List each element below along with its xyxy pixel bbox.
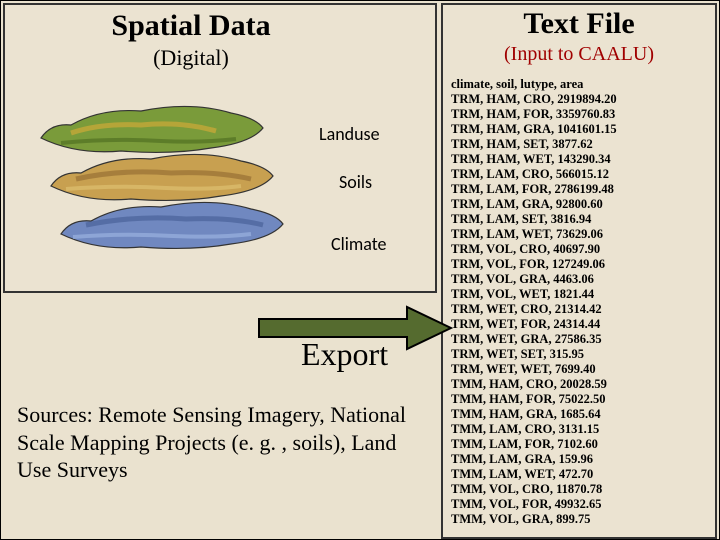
datafile-row: TMM, HAM, FOR, 75022.50 — [451, 392, 711, 407]
climate-label: Climate — [331, 233, 387, 255]
datafile-row: TMM, LAM, FOR, 7102.60 — [451, 437, 711, 452]
datafile-row: TRM, WET, FOR, 24314.44 — [451, 317, 711, 332]
left-title-block: Spatial Data (Digital) — [41, 9, 341, 71]
right-title-block: Text File (Input to CAALU) — [459, 7, 699, 66]
datafile-row: TMM, VOL, FOR, 49932.65 — [451, 497, 711, 512]
datafile-row: TRM, VOL, CRO, 40697.90 — [451, 242, 711, 257]
datafile-header: climate, soil, lutype, area — [451, 77, 711, 92]
datafile-row: TRM, HAM, CRO, 2919894.20 — [451, 92, 711, 107]
datafile-row: TRM, WET, SET, 315.95 — [451, 347, 711, 362]
datafile-row: TMM, LAM, WET, 472.70 — [451, 467, 711, 482]
datafile-row: TRM, VOL, FOR, 127249.06 — [451, 257, 711, 272]
gis-layers-stack: Landuse Soils Climate — [31, 93, 311, 283]
datafile-row: TRM, HAM, FOR, 3359760.83 — [451, 107, 711, 122]
datafile-row: TRM, LAM, CRO, 566015.12 — [451, 167, 711, 182]
datafile-row: TRM, WET, GRA, 27586.35 — [451, 332, 711, 347]
datafile-row: TRM, VOL, WET, 1821.44 — [451, 287, 711, 302]
soils-label: Soils — [339, 171, 372, 193]
datafile-row: TMM, LAM, CRO, 3131.15 — [451, 422, 711, 437]
export-label: Export — [301, 336, 388, 373]
datafile-row: TRM, HAM, GRA, 1041601.15 — [451, 122, 711, 137]
datafile-row: TMM, HAM, GRA, 1685.64 — [451, 407, 711, 422]
datafile-row: TRM, WET, CRO, 21314.42 — [451, 302, 711, 317]
spatial-data-title: Spatial Data — [41, 9, 341, 43]
climate-shape-icon — [51, 189, 291, 259]
datafile-row: TMM, LAM, GRA, 159.96 — [451, 452, 711, 467]
datafile-row: TRM, VOL, GRA, 4463.06 — [451, 272, 711, 287]
spatial-data-subtitle: (Digital) — [41, 45, 341, 71]
landuse-label: Landuse — [319, 123, 380, 145]
datafile-row: TRM, HAM, WET, 143290.34 — [451, 152, 711, 167]
datafile-row: TRM, LAM, GRA, 92800.60 — [451, 197, 711, 212]
text-file-title: Text File — [459, 7, 699, 41]
datafile-row: TMM, HAM, CRO, 20028.59 — [451, 377, 711, 392]
datafile-row: TRM, HAM, SET, 3877.62 — [451, 137, 711, 152]
text-file-subtitle: (Input to CAALU) — [459, 43, 699, 66]
datafile-row: TRM, LAM, SET, 3816.94 — [451, 212, 711, 227]
datafile-rows: TRM, HAM, CRO, 2919894.20TRM, HAM, FOR, … — [451, 92, 711, 527]
datafile-row: TRM, WET, WET, 7699.40 — [451, 362, 711, 377]
sources-text: Sources: Remote Sensing Imagery, Nationa… — [17, 401, 427, 484]
text-file-data: climate, soil, lutype, area TRM, HAM, CR… — [451, 77, 711, 527]
datafile-row: TMM, VOL, CRO, 11870.78 — [451, 482, 711, 497]
layer-climate — [51, 189, 291, 259]
datafile-row: TMM, VOL, GRA, 899.75 — [451, 512, 711, 527]
datafile-row: TRM, LAM, FOR, 2786199.48 — [451, 182, 711, 197]
datafile-row: TRM, LAM, WET, 73629.06 — [451, 227, 711, 242]
